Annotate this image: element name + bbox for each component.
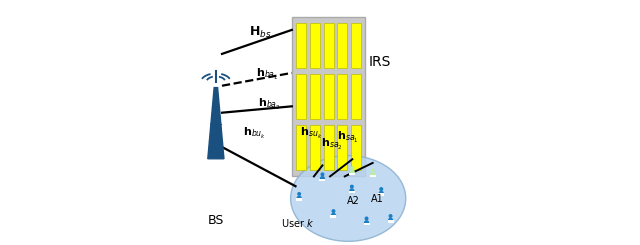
Bar [378, 193, 384, 196]
Bar [324, 23, 333, 68]
Circle shape [350, 185, 354, 189]
Text: A2: A2 [347, 196, 360, 206]
Bar [310, 125, 319, 170]
Ellipse shape [331, 213, 336, 218]
Bar [310, 23, 319, 68]
Text: $\mathbf{h}_{ba_1}$: $\mathbf{h}_{ba_1}$ [256, 67, 278, 82]
Text: $\mathbf{H}_{bs}$: $\mathbf{H}_{bs}$ [249, 24, 271, 40]
Bar [292, 17, 365, 176]
Bar [324, 74, 333, 119]
Circle shape [332, 209, 335, 213]
Ellipse shape [349, 170, 355, 175]
Text: $\mathbf{h}_{sa_2}$: $\mathbf{h}_{sa_2}$ [321, 137, 342, 152]
Ellipse shape [364, 220, 369, 225]
Bar [337, 23, 348, 68]
Text: $\mathbf{h}_{bu_k}$: $\mathbf{h}_{bu_k}$ [243, 126, 267, 141]
Text: $\mathbf{h}_{sa_1}$: $\mathbf{h}_{sa_1}$ [337, 130, 359, 145]
Ellipse shape [388, 218, 393, 223]
Polygon shape [208, 88, 224, 159]
Text: IRS: IRS [368, 55, 390, 69]
Bar [296, 125, 306, 170]
Bar [296, 198, 302, 201]
Bar [351, 125, 362, 170]
Circle shape [297, 192, 301, 196]
Text: User $k$: User $k$ [282, 217, 315, 229]
Bar [370, 175, 376, 177]
Bar [364, 223, 369, 225]
Bar [349, 191, 355, 193]
Text: A1: A1 [371, 194, 384, 204]
Ellipse shape [370, 172, 375, 177]
Bar [351, 23, 362, 68]
Text: $\mathbf{h}_{ba_2}$: $\mathbf{h}_{ba_2}$ [259, 97, 281, 112]
Circle shape [371, 169, 374, 173]
Circle shape [321, 172, 324, 176]
Bar [337, 125, 348, 170]
Bar [330, 215, 337, 218]
Circle shape [380, 187, 383, 191]
Bar [324, 125, 333, 170]
Ellipse shape [349, 188, 355, 193]
Bar [319, 179, 325, 181]
Circle shape [350, 166, 355, 170]
Circle shape [388, 214, 392, 218]
Bar [296, 74, 306, 119]
Bar [296, 23, 306, 68]
Ellipse shape [320, 176, 325, 181]
Bar [351, 74, 362, 119]
Circle shape [365, 217, 369, 221]
Ellipse shape [291, 156, 406, 241]
Text: $\mathbf{h}_{su_k}$: $\mathbf{h}_{su_k}$ [300, 126, 323, 141]
Ellipse shape [296, 196, 302, 201]
Bar [349, 172, 355, 175]
Bar [388, 220, 394, 223]
Bar [337, 74, 348, 119]
Bar [310, 74, 319, 119]
Ellipse shape [379, 191, 384, 196]
Text: BS: BS [208, 214, 224, 227]
